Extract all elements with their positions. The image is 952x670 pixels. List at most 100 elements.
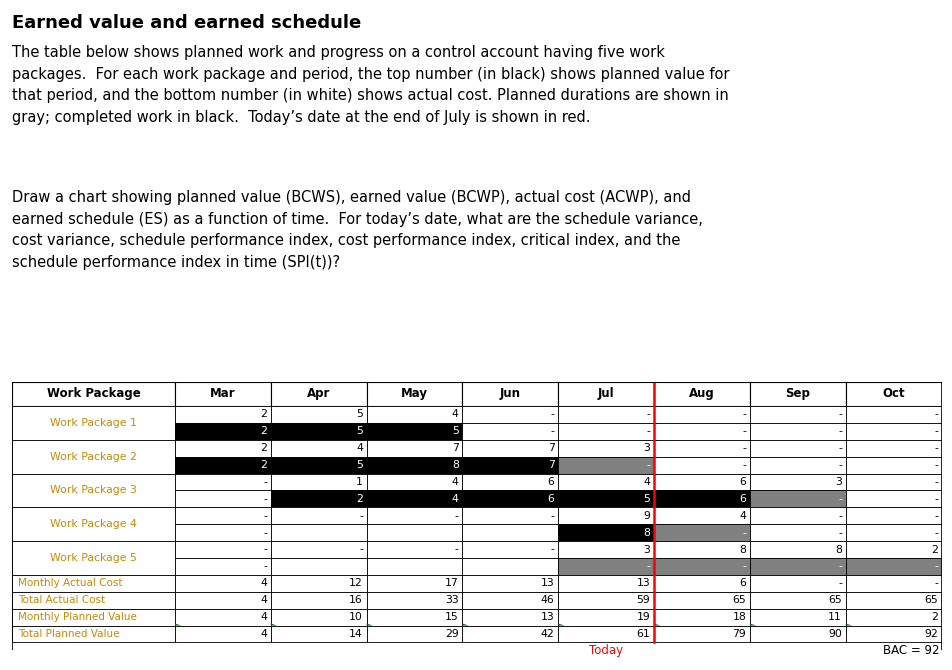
Text: -: - [933,409,937,419]
Text: -: - [742,460,745,470]
Text: 65: 65 [827,595,842,605]
Text: 65: 65 [732,595,745,605]
Text: 13: 13 [540,578,554,588]
Text: 5: 5 [451,426,458,436]
Text: 3: 3 [643,545,649,555]
Bar [749,440,844,457]
Text: 5: 5 [356,409,363,419]
Bar [749,423,844,440]
Bar [12,507,175,541]
Polygon shape [175,624,181,626]
Bar [749,608,844,626]
Text: Sep: Sep [784,387,809,401]
Text: -: - [933,578,937,588]
Text: -: - [837,409,842,419]
Text: -: - [933,460,937,470]
Text: 4: 4 [739,511,745,521]
Bar [270,490,367,507]
Bar [653,608,749,626]
Polygon shape [270,624,277,626]
Text: -: - [742,444,745,453]
Text: -: - [550,409,554,419]
Bar [367,423,462,440]
Text: -: - [550,545,554,555]
Text: 8: 8 [739,545,745,555]
Text: -: - [837,444,842,453]
Bar [844,440,941,457]
Bar [844,626,941,643]
Text: -: - [837,561,842,572]
Text: -: - [742,528,745,537]
Text: Monthly Planned Value: Monthly Planned Value [18,612,137,622]
Bar [462,490,558,507]
Bar [175,440,270,457]
Text: -: - [645,426,649,436]
Bar [558,440,653,457]
Text: -: - [645,561,649,572]
Bar [175,575,270,592]
Bar [558,423,653,440]
Text: -: - [933,444,937,453]
Text: -: - [454,545,458,555]
Bar [175,406,270,423]
Bar [558,575,653,592]
Text: -: - [933,528,937,537]
Bar [558,608,653,626]
Bar [653,474,749,490]
Bar [462,406,558,423]
Bar [844,592,941,608]
Text: 29: 29 [445,629,458,639]
Bar [844,575,941,592]
Polygon shape [749,624,756,626]
Text: 3: 3 [834,477,842,487]
Text: 6: 6 [739,494,745,504]
Bar [462,558,558,575]
Text: Oct: Oct [882,387,904,401]
Text: 42: 42 [540,629,554,639]
Bar [844,541,941,558]
Bar [653,507,749,524]
Text: 1: 1 [356,477,363,487]
Bar [653,457,749,474]
Bar [558,592,653,608]
Text: -: - [263,511,267,521]
Bar [558,524,653,541]
Text: 7: 7 [451,444,458,453]
Text: Total Planned Value: Total Planned Value [18,629,119,639]
Bar [270,474,367,490]
Text: -: - [837,494,842,504]
Text: 61: 61 [636,629,649,639]
Bar [12,608,175,626]
Bar [270,541,367,558]
Bar [175,490,270,507]
Bar [270,558,367,575]
Bar [558,507,653,524]
Bar [367,406,462,423]
Bar [653,524,749,541]
Bar [270,440,367,457]
Bar [844,507,941,524]
Bar [367,457,462,474]
Bar [462,423,558,440]
Bar [175,457,270,474]
Text: 5: 5 [356,460,363,470]
Bar [749,382,844,406]
Text: 4: 4 [643,477,649,487]
Text: 6: 6 [547,494,554,504]
Polygon shape [462,624,468,626]
Bar [12,541,175,575]
Bar [270,507,367,524]
Bar [844,608,941,626]
Text: Total Actual Cost: Total Actual Cost [18,595,105,605]
Bar [653,575,749,592]
Text: 12: 12 [348,578,363,588]
Bar [12,406,175,440]
Bar [653,626,749,643]
Bar [844,490,941,507]
Text: -: - [933,477,937,487]
Bar [175,558,270,575]
Text: 8: 8 [643,528,649,537]
Text: -: - [645,460,649,470]
Text: -: - [742,426,745,436]
Bar [367,558,462,575]
